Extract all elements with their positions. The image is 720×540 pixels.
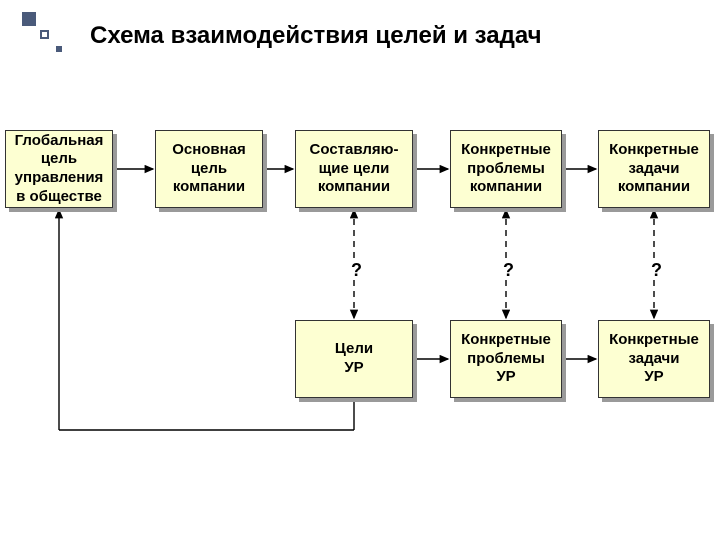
node-b1: Глобальнаяцельуправленияв обществе bbox=[5, 130, 113, 208]
question-q1: ? bbox=[351, 260, 362, 281]
node-b4: Конкретныепроблемыкомпании bbox=[450, 130, 562, 208]
node-b6: ЦелиУР bbox=[295, 320, 413, 398]
question-q2: ? bbox=[503, 260, 514, 281]
diagram-title: Схема взаимодействия целей и задач bbox=[90, 22, 542, 50]
node-b8: КонкретныезадачиУР bbox=[598, 320, 710, 398]
node-b7: КонкретныепроблемыУР bbox=[450, 320, 562, 398]
decor-bullet-3 bbox=[56, 46, 62, 52]
node-b2: Основнаяцелькомпании bbox=[155, 130, 263, 208]
decor-bullet-1 bbox=[22, 12, 36, 26]
node-b3: Составляю-щие целикомпании bbox=[295, 130, 413, 208]
node-b5: Конкретныезадачикомпании bbox=[598, 130, 710, 208]
decor-bullet-2 bbox=[40, 30, 49, 39]
question-q3: ? bbox=[651, 260, 662, 281]
